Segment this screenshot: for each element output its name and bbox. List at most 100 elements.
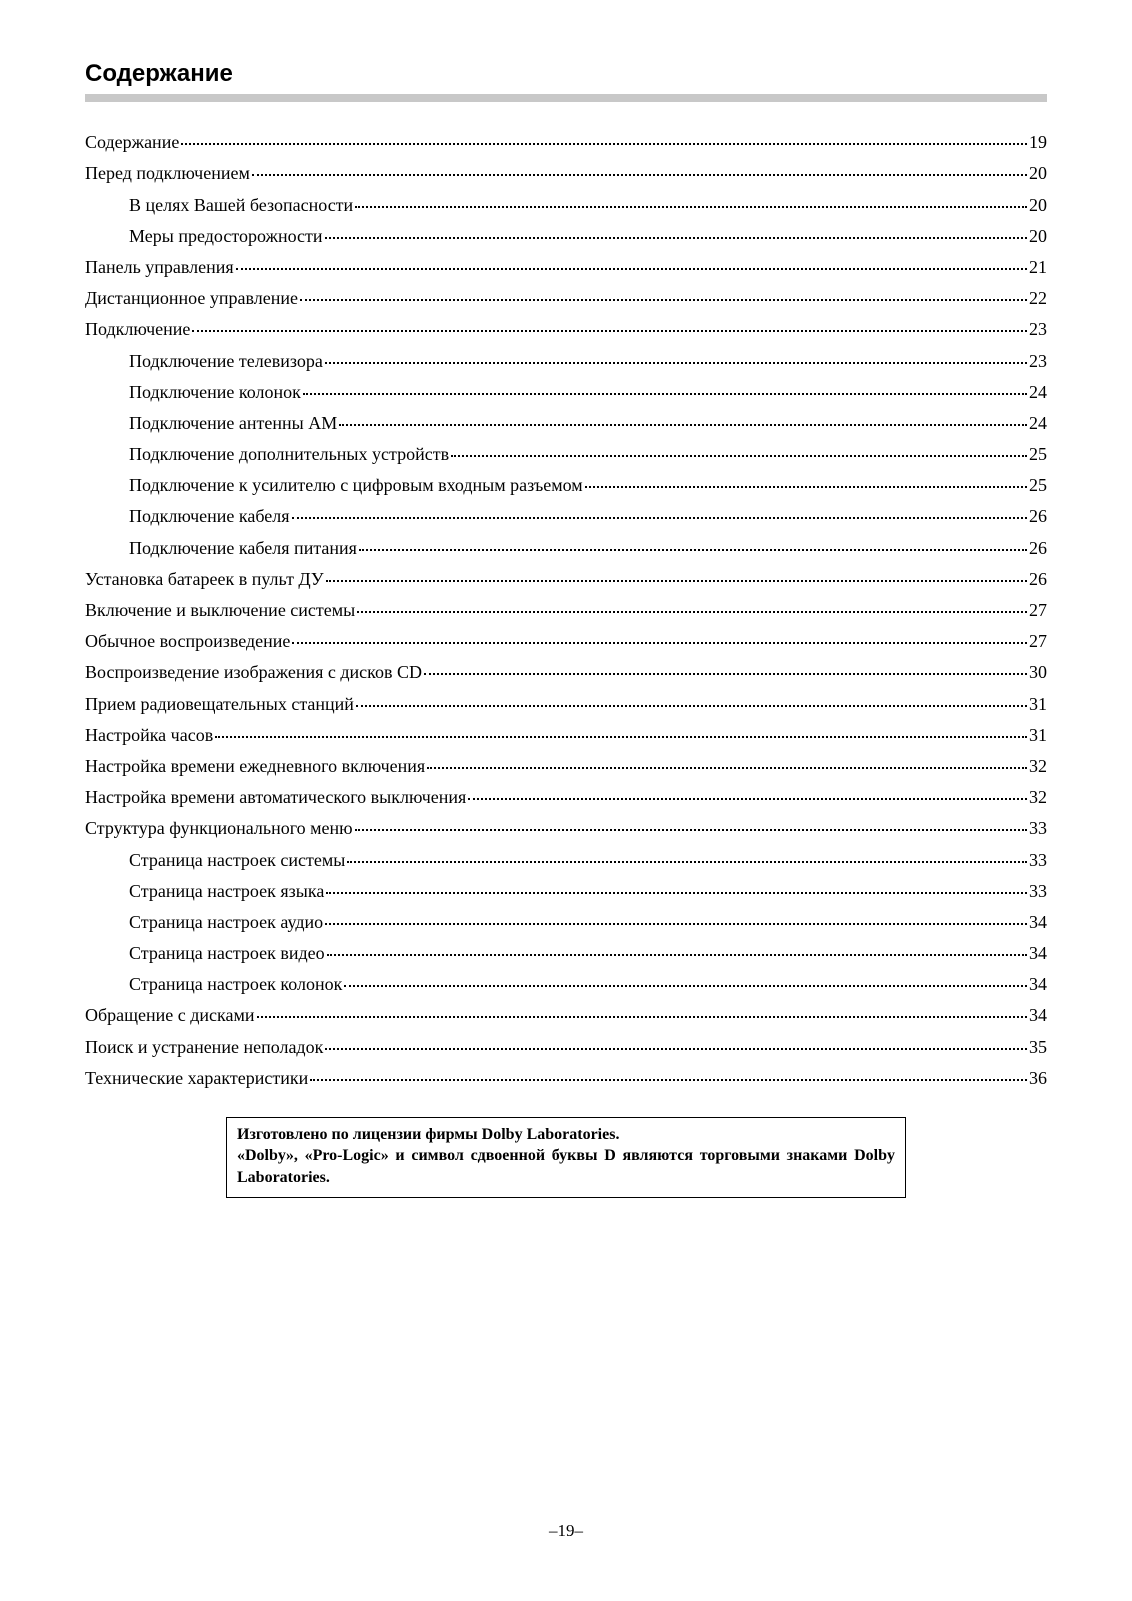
title-underline	[85, 94, 1047, 102]
toc-entry-page: 32	[1029, 788, 1047, 806]
toc-leader-dots	[257, 1002, 1027, 1018]
notice-line-1: Изготовлено по лицензии фирмы Dolby Labo…	[237, 1126, 619, 1143]
toc-entry-page: 20	[1029, 164, 1047, 182]
toc-row: Обычное воспроизведение 27	[85, 631, 1047, 650]
toc-leader-dots	[325, 347, 1027, 363]
toc-entry-label: Обычное воспроизведение	[85, 632, 290, 650]
toc-entry-label: Технические характеристики	[85, 1069, 308, 1087]
toc-entry-label: Страница настроек аудио	[129, 913, 323, 931]
toc-row: Подключение колонок 24	[85, 382, 1047, 401]
notice-line-2: «Dolby», «Pro-Logic» и символ сдвоенной …	[237, 1147, 895, 1186]
toc-leader-dots	[303, 379, 1027, 395]
toc-row: Подключение кабеля26	[85, 506, 1047, 525]
toc-row: Подключение дополнительных устройств25	[85, 444, 1047, 463]
toc-leader-dots	[215, 722, 1027, 738]
toc-row: Страница настроек видео 34	[85, 943, 1047, 962]
toc-entry-page: 33	[1029, 882, 1047, 900]
toc-leader-dots	[325, 909, 1027, 925]
toc-row: Структура функционального меню 33	[85, 818, 1047, 837]
toc-entry-label: Поиск и устранение неполадок	[85, 1038, 323, 1056]
toc-leader-dots	[357, 597, 1027, 613]
toc-entry-label: Настройка часов	[85, 726, 213, 744]
toc-leader-dots	[427, 753, 1027, 769]
toc-leader-dots	[355, 815, 1027, 831]
toc-entry-page: 34	[1029, 944, 1047, 962]
toc-row: Страница настроек колонок 34	[85, 974, 1047, 993]
toc-leader-dots	[355, 191, 1027, 207]
toc-entry-label: Подключение антенны АМ	[129, 414, 337, 432]
toc-row: Подключение антенны АМ 24	[85, 413, 1047, 432]
toc-entry-page: 20	[1029, 196, 1047, 214]
toc-row: Страница настроек аудио 34	[85, 912, 1047, 931]
toc-row: Включение и выключение системы 27	[85, 600, 1047, 619]
toc-row: В целях Вашей безопасности 20	[85, 194, 1047, 213]
document-page: Содержание Содержание19 Перед подключение…	[0, 0, 1132, 1198]
toc-row: Настройка времени автоматического выключ…	[85, 787, 1047, 806]
toc-leader-dots	[310, 1065, 1027, 1081]
toc-entry-label: В целях Вашей безопасности	[129, 196, 353, 214]
toc-leader-dots	[292, 628, 1027, 644]
toc-entry-page: 31	[1029, 726, 1047, 744]
page-title: Содержание	[85, 60, 1047, 94]
page-number: –19–	[0, 1521, 1132, 1541]
toc-entry-label: Подключение телевизора	[129, 352, 323, 370]
toc-entry-label: Воспроизведение изображения с дисков CD	[85, 663, 422, 681]
toc-row: Меры предосторожности20	[85, 226, 1047, 245]
toc-leader-dots	[339, 410, 1027, 426]
toc-entry-page: 32	[1029, 757, 1047, 775]
toc-entry-page: 34	[1029, 913, 1047, 931]
toc-row: Перед подключением 20	[85, 163, 1047, 182]
toc-leader-dots	[344, 971, 1027, 987]
toc-entry-label: Страница настроек видео	[129, 944, 325, 962]
toc-entry-label: Подключение	[85, 320, 190, 338]
toc-entry-page: 34	[1029, 975, 1047, 993]
toc-entry-page: 30	[1029, 663, 1047, 681]
toc-entry-page: 33	[1029, 851, 1047, 869]
table-of-contents: Содержание19Перед подключением20В целях …	[85, 132, 1047, 1087]
toc-entry-page: 23	[1029, 320, 1047, 338]
toc-entry-page: 34	[1029, 1006, 1047, 1024]
toc-entry-page: 25	[1029, 445, 1047, 463]
toc-leader-dots	[468, 784, 1027, 800]
toc-entry-label: Страница настроек колонок	[129, 975, 342, 993]
toc-leader-dots	[347, 846, 1027, 862]
toc-leader-dots	[252, 160, 1027, 176]
toc-entry-page: 26	[1029, 570, 1047, 588]
toc-row: Подключение телевизора23	[85, 350, 1047, 369]
toc-entry-label: Перед подключением	[85, 164, 250, 182]
toc-entry-label: Содержание	[85, 133, 179, 151]
toc-leader-dots	[300, 285, 1027, 301]
toc-entry-label: Подключение кабеля питания	[129, 539, 357, 557]
toc-entry-page: 27	[1029, 632, 1047, 650]
toc-row: Содержание19	[85, 132, 1047, 151]
toc-row: Страница настроек языка33	[85, 881, 1047, 900]
toc-entry-page: 24	[1029, 414, 1047, 432]
toc-row: Настройка часов 31	[85, 725, 1047, 744]
toc-entry-page: 26	[1029, 539, 1047, 557]
toc-entry-label: Подключение кабеля	[129, 507, 290, 525]
toc-entry-label: Меры предосторожности	[129, 227, 323, 245]
toc-row: Подключение к усилителю с цифровым входн…	[85, 475, 1047, 494]
toc-entry-page: 21	[1029, 258, 1047, 276]
toc-leader-dots	[236, 254, 1027, 270]
toc-entry-label: Дистанционное управление	[85, 289, 298, 307]
toc-entry-label: Настройка времени ежедневного включения	[85, 757, 425, 775]
toc-entry-label: Подключение колонок	[129, 383, 301, 401]
toc-leader-dots	[325, 1033, 1027, 1049]
toc-row: Настройка времени ежедневного включения 3…	[85, 756, 1047, 775]
toc-row: Прием радиовещательных станций31	[85, 693, 1047, 712]
toc-entry-page: 36	[1029, 1069, 1047, 1087]
toc-row: Подключение 23	[85, 319, 1047, 338]
toc-row: Страница настроек системы33	[85, 849, 1047, 868]
toc-row: Поиск и устранение неполадок 35	[85, 1036, 1047, 1055]
toc-entry-page: 33	[1029, 819, 1047, 837]
toc-entry-page: 27	[1029, 601, 1047, 619]
toc-leader-dots	[181, 129, 1027, 145]
toc-leader-dots	[326, 566, 1027, 582]
toc-leader-dots	[325, 223, 1027, 239]
toc-entry-label: Включение и выключение системы	[85, 601, 355, 619]
toc-row: Дистанционное управление22	[85, 288, 1047, 307]
toc-entry-page: 24	[1029, 383, 1047, 401]
toc-entry-label: Структура функционального меню	[85, 819, 353, 837]
toc-entry-page: 35	[1029, 1038, 1047, 1056]
